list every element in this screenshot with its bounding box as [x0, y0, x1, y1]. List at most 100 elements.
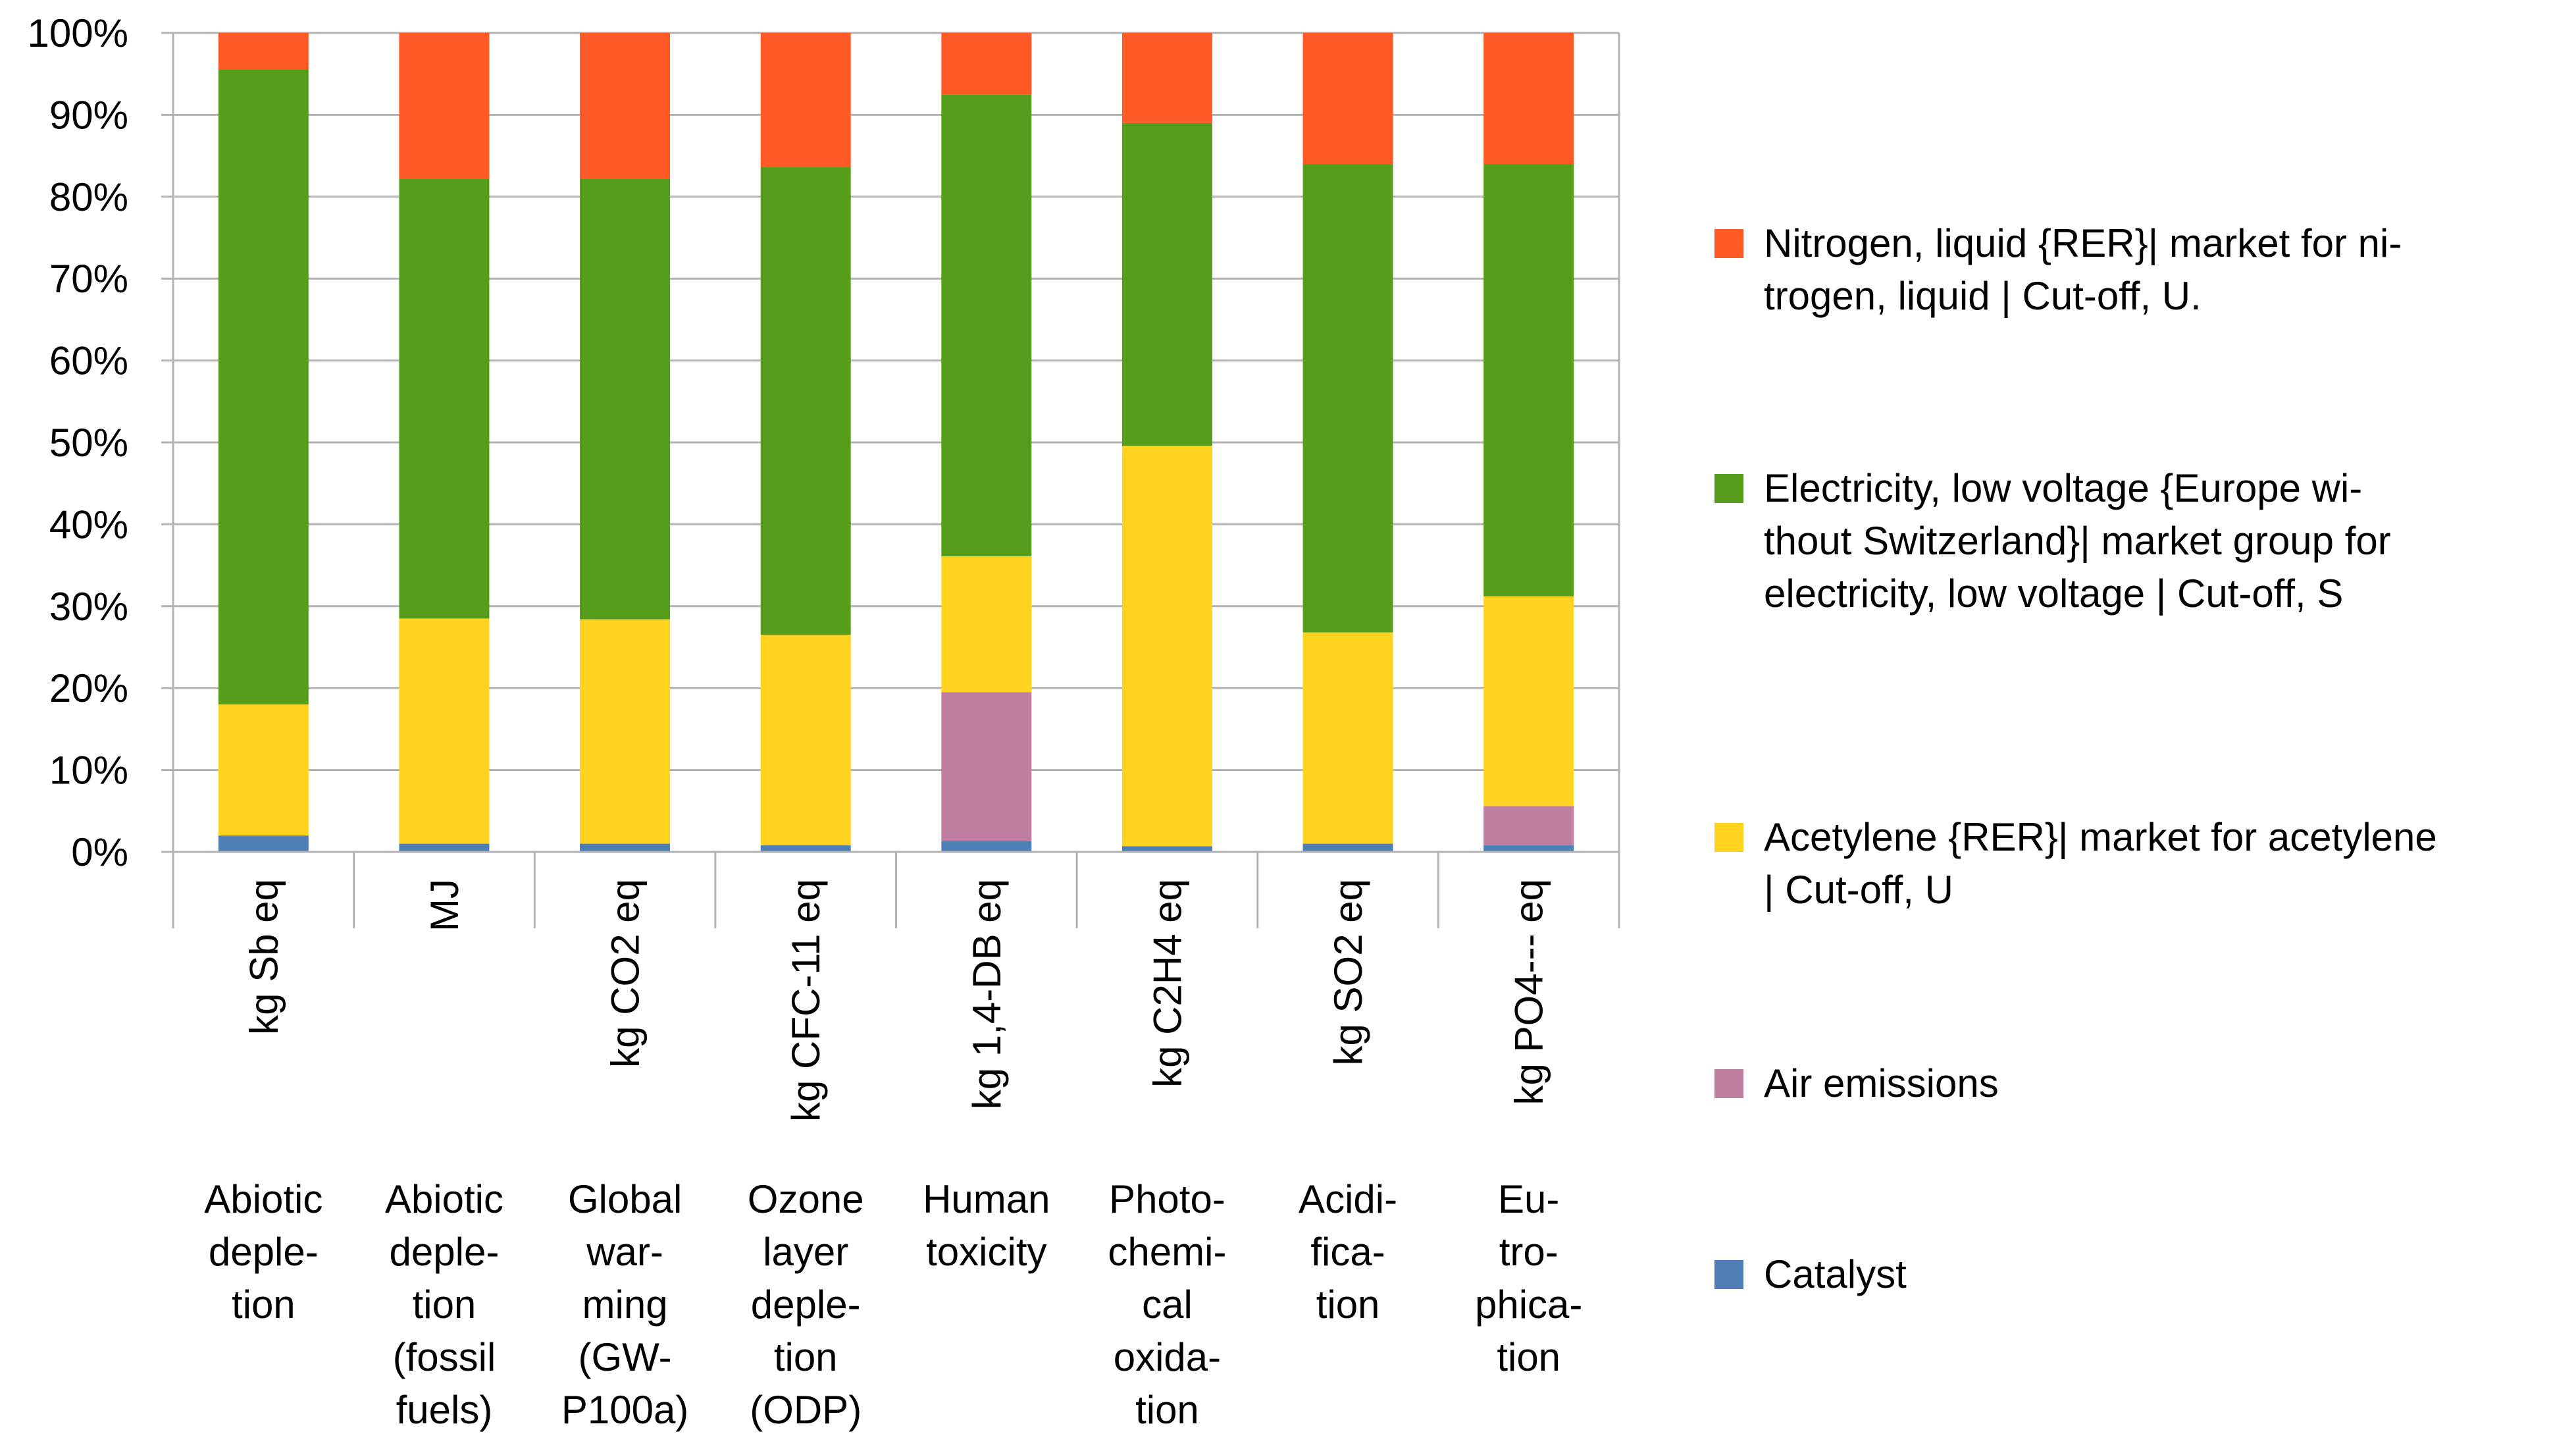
legend-label-line: trogen, liquid | Cut-off, U.: [1764, 274, 2202, 318]
bar-segment-catalyst: [580, 843, 671, 852]
category-label-line: tion: [774, 1335, 838, 1379]
category-label-line: (GW-: [578, 1335, 671, 1379]
unit-label: kg CO2 eq: [604, 879, 648, 1068]
bar-segment-air: [941, 692, 1032, 841]
unit-label: kg 1,4-DB eq: [965, 879, 1009, 1109]
category-label-line: deple-: [751, 1282, 861, 1327]
bar-segment-electricity: [941, 94, 1032, 556]
bar-segment-acetylene: [941, 556, 1032, 693]
y-tick-label: 60%: [49, 339, 128, 383]
bar-segment-acetylene: [580, 619, 671, 844]
bar-segment-nitrogen: [941, 33, 1032, 95]
bar-segment-electricity: [760, 167, 851, 635]
bar-segment-nitrogen: [218, 33, 309, 70]
bar-segment-catalyst: [941, 841, 1032, 852]
bar-segment-nitrogen: [1483, 33, 1574, 165]
y-tick-label: 40%: [49, 502, 128, 546]
legend-label: Nitrogen, liquid {RER}| market for ni-tr…: [1764, 217, 2573, 323]
legend-label: Electricity, low voltage {Europe wi-thou…: [1764, 462, 2573, 620]
legend-swatch: [1714, 1260, 1743, 1289]
gridlines: [161, 32, 1619, 853]
legend-label-line: Nitrogen, liquid {RER}| market for ni-: [1764, 221, 2402, 265]
bar-segment-acetylene: [1302, 632, 1393, 844]
legend-swatch: [1714, 823, 1743, 852]
bar-segment-nitrogen: [399, 33, 490, 179]
y-tick-label: 70%: [49, 257, 128, 301]
bar-segment-catalyst: [399, 843, 490, 852]
category-labels: Abiotic deple-tion Abiotic deple-tion (fossi…: [204, 1177, 1582, 1432]
legend-label-line: Electricity, low voltage {Europe wi-: [1764, 466, 2363, 510]
category-label-line: chemi-: [1108, 1230, 1226, 1274]
legend-label-line: Acetylene {RER}| market for acetylene: [1764, 815, 2437, 859]
legend-label-line: Catalyst: [1764, 1252, 1907, 1296]
category-label-line: P100a): [561, 1388, 688, 1432]
bar-segment-air: [1483, 806, 1574, 846]
bar-segment-nitrogen: [1121, 33, 1212, 123]
category-label-line: Human: [923, 1177, 1050, 1221]
bar-segment-acetylene: [760, 635, 851, 846]
category-label-line: phica-: [1475, 1282, 1582, 1327]
legend-label-line: Air emissions: [1764, 1061, 1999, 1105]
category-label-line: (fossil: [393, 1335, 496, 1379]
legend-label: Air emissions: [1764, 1057, 2573, 1110]
unit-label: kg C2H4 eq: [1145, 879, 1189, 1088]
category-label-line: deple-: [390, 1230, 500, 1274]
category-label-line: fuels): [396, 1388, 493, 1432]
bar-segment-acetylene: [399, 618, 490, 844]
legend-label-line: | Cut-off, U: [1764, 868, 1953, 912]
category-label-line: toxicity: [926, 1230, 1046, 1274]
legend-label-line: thout Switzerland}| market group for: [1764, 519, 2391, 563]
y-tick-label: 100%: [28, 11, 128, 55]
unit-labels: kg Sb eq MJ kg CO2 eq kg CFC-11 eq kg 1,4-DB…: [242, 879, 1551, 1122]
category-label-line: tro-: [1499, 1230, 1558, 1274]
legend-swatch: [1714, 474, 1743, 503]
bar-segment-catalyst: [1483, 845, 1574, 852]
bar-segment-catalyst: [760, 845, 851, 852]
category-label-line: tion: [232, 1282, 296, 1327]
category-label-line: Acidi-: [1299, 1177, 1397, 1221]
bar-segment-acetylene: [1121, 445, 1212, 847]
category-label-line: Abiotic: [385, 1177, 503, 1221]
category-label-line: Photo-: [1109, 1177, 1225, 1221]
legend-label-line: electricity, low voltage | Cut-off, S: [1764, 571, 2344, 616]
category-label-line: tion: [1316, 1282, 1380, 1327]
y-tick-labels: 0% 10% 20% 30% 40% 50% 60% 70% 80% 90% 100%: [28, 11, 128, 874]
y-tick-label: 50%: [49, 421, 128, 465]
bar-segment-catalyst: [1121, 846, 1212, 852]
y-tick-label: 30%: [49, 585, 128, 629]
y-tick-label: 80%: [49, 175, 128, 219]
category-label-line: Eu-: [1498, 1177, 1559, 1221]
legend-label: Acetylene {RER}| market for acetylene | C…: [1764, 811, 2573, 916]
category-label-line: Ozone: [748, 1177, 864, 1221]
unit-label: kg SO2 eq: [1326, 879, 1370, 1066]
bar-segment-nitrogen: [580, 33, 671, 179]
bar-segment-nitrogen: [1302, 33, 1393, 165]
bar-segment-electricity: [399, 178, 490, 619]
bar-segment-catalyst: [218, 835, 309, 852]
y-tick-label: 90%: [49, 93, 128, 137]
category-label-line: (ODP): [750, 1388, 862, 1432]
category-label-line: ming: [582, 1282, 668, 1327]
category-label-line: war-: [586, 1230, 663, 1274]
y-tick-label: 0%: [71, 830, 128, 874]
bar-segment-electricity: [580, 178, 671, 620]
bar-segment-electricity: [1121, 122, 1212, 446]
category-label-line: tion: [413, 1282, 477, 1327]
y-tick-label: 20%: [49, 666, 128, 710]
category-label-line: deple-: [209, 1230, 319, 1274]
category-label-line: fica-: [1310, 1230, 1385, 1274]
axes: [172, 33, 1620, 928]
category-label-line: layer: [763, 1230, 848, 1274]
category-label-line: oxida-: [1114, 1335, 1221, 1379]
bar-segment-acetylene: [218, 704, 309, 836]
bar-segment-electricity: [1302, 164, 1393, 633]
legend-swatch: [1714, 1069, 1743, 1098]
bar-segment-nitrogen: [760, 33, 851, 168]
bar-segment-electricity: [1483, 164, 1574, 596]
category-label-line: tion: [1135, 1388, 1199, 1432]
legend-swatch: [1714, 229, 1743, 258]
category-label-line: cal: [1142, 1282, 1193, 1327]
legend-label: Catalyst: [1764, 1248, 2573, 1301]
bar-segment-catalyst: [1302, 843, 1393, 852]
